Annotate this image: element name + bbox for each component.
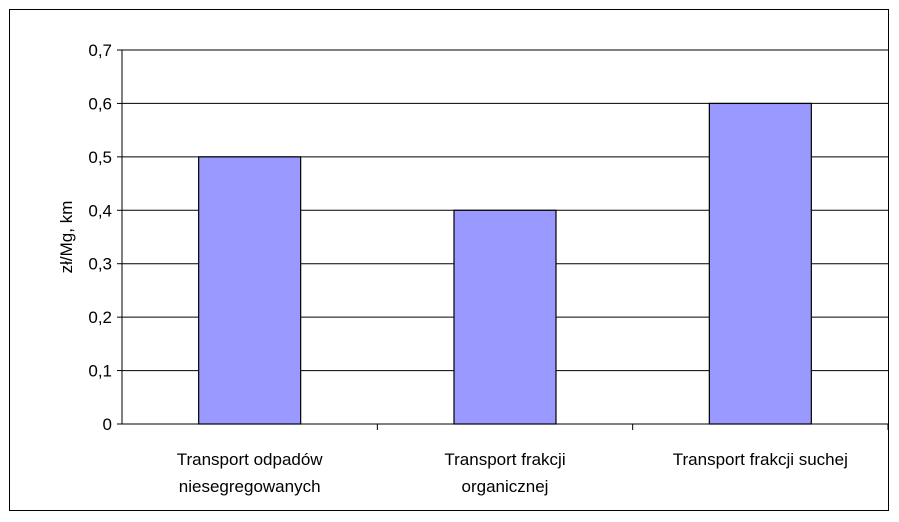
x-tick-label: niesegregowanych bbox=[179, 477, 321, 496]
y-tick-label: 0,7 bbox=[88, 41, 112, 60]
x-tick-label: organicznej bbox=[462, 477, 549, 496]
bar bbox=[198, 156, 302, 425]
bar bbox=[708, 102, 812, 425]
x-tick-label: Transport odpadów bbox=[177, 450, 324, 469]
y-tick-label: 0,1 bbox=[88, 362, 112, 381]
x-tick-label: Transport frakcji bbox=[444, 450, 565, 469]
y-tick-label: 0,5 bbox=[88, 148, 112, 167]
y-axis-title: zł/Mg, km bbox=[57, 201, 76, 274]
x-tick-label: Transport frakcji suchej bbox=[673, 450, 848, 469]
y-tick-label: 0,2 bbox=[88, 308, 112, 327]
y-tick-label: 0,4 bbox=[88, 201, 112, 220]
bar bbox=[453, 209, 557, 425]
y-tick-label: 0,6 bbox=[88, 94, 112, 113]
y-tick-label: 0 bbox=[103, 415, 112, 434]
y-tick-label: 0,3 bbox=[88, 255, 112, 274]
